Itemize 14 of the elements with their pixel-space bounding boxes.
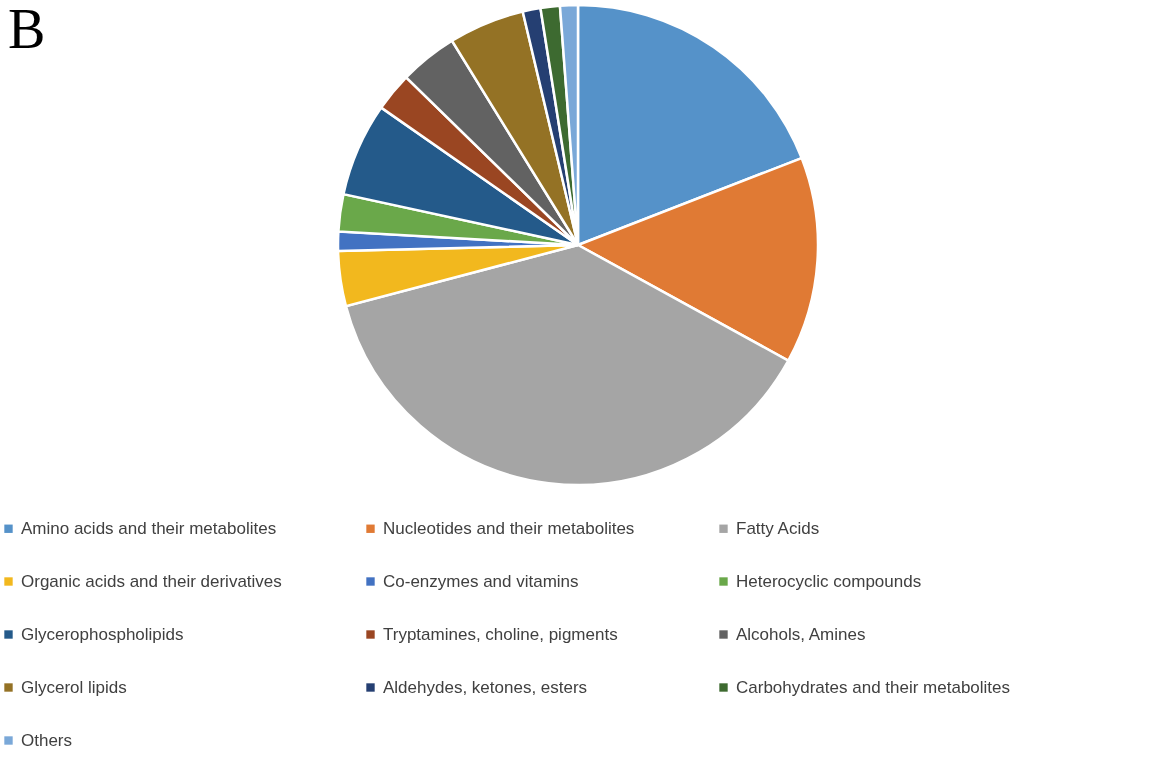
legend-label: Alcohols, Amines: [736, 624, 866, 644]
legend-label: Others: [21, 730, 73, 750]
legend-label: Amino acids and their metabolites: [21, 518, 277, 538]
legend-label: Glycerophospholipids: [21, 624, 184, 644]
legend-label: Fatty Acids: [736, 518, 820, 538]
legend-label: Glycerol lipids: [21, 677, 127, 697]
legend-label: Carbohydrates and their metabolites: [736, 677, 1011, 697]
legend-label: Tryptamines, choline, pigments: [383, 624, 618, 644]
chart-title: B: [8, 0, 46, 60]
legend-label: Organic acids and their derivatives: [21, 571, 282, 591]
legend-label: Aldehydes, ketones, esters: [383, 677, 588, 697]
legend-label: Co-enzymes and vitamins: [383, 571, 579, 591]
legend-label: Nucleotides and their metabolites: [383, 518, 635, 538]
legend-label: Heterocyclic compounds: [736, 571, 922, 591]
